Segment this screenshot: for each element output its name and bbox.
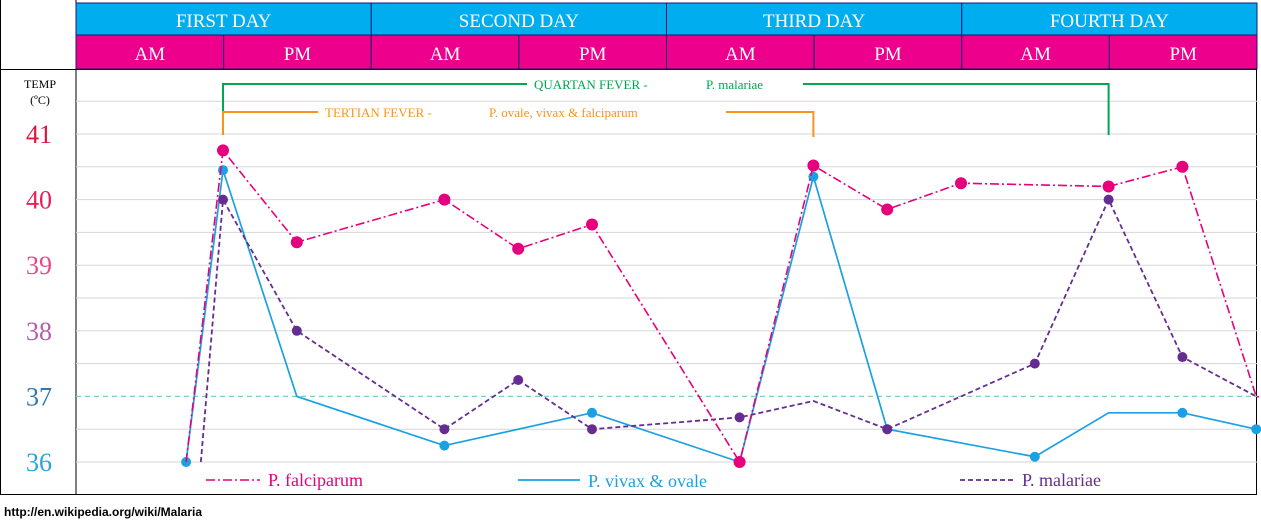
- half-day-cell: [370, 34, 520, 70]
- series-line-vivax: [185, 169, 1257, 463]
- data-point-falciparum: [1176, 160, 1189, 173]
- day-cell: [666, 2, 963, 36]
- data-point-falciparum: [955, 177, 967, 190]
- y-axis-unit: (ºC): [30, 93, 50, 107]
- half-day-cell: [1108, 34, 1258, 70]
- half-day-label: PM: [1169, 44, 1197, 65]
- data-point-falciparum: [438, 193, 451, 206]
- day-label: THIRD DAY: [763, 11, 865, 32]
- y-tick-label: 39: [26, 251, 52, 280]
- tertian-label: TERTIAN FEVER -: [325, 105, 432, 120]
- data-point-malariae: [513, 375, 524, 385]
- legend-label-malariae: P. malariae: [1022, 470, 1101, 490]
- chart-frame: [0, 0, 1257, 495]
- day-header: FIRST DAY SECOND DAY THIRD DAY FOURTH DAY AM…: [75, 2, 1258, 70]
- y-axis-label: TEMP: [24, 77, 56, 91]
- legend-label-vivax: P. vivax & ovale: [588, 471, 707, 491]
- y-tick-label: 41: [26, 120, 52, 149]
- half-day-label: AM: [135, 44, 166, 65]
- quartan-bracket-right: [803, 83, 1110, 135]
- data-point-malariae: [291, 325, 302, 336]
- day-cell: [961, 2, 1258, 36]
- half-day-label: AM: [430, 44, 461, 65]
- half-day-label: PM: [579, 44, 607, 65]
- y-tick-label: 36: [26, 448, 52, 477]
- day-label: SECOND DAY: [459, 11, 579, 32]
- data-point-vivax: [439, 440, 450, 451]
- data-point-vivax: [1029, 451, 1040, 462]
- data-point-falciparum: [290, 236, 303, 249]
- data-point-falciparum: [1102, 180, 1115, 193]
- data-point-falciparum: [807, 159, 820, 172]
- half-day-cell: [961, 34, 1110, 70]
- source-link[interactable]: http://en.wikipedia.org/wiki/Malaria: [4, 505, 202, 519]
- data-point-malariae: [439, 424, 450, 435]
- data-point-vivax: [1177, 407, 1188, 418]
- y-tick-label: 37: [26, 382, 52, 411]
- day-cell: [75, 2, 372, 36]
- data-point-malariae: [1029, 358, 1040, 369]
- y-axis: TEMP (ºC) 41 40 39 38 37 36: [24, 77, 56, 477]
- data-point-vivax: [587, 407, 597, 418]
- legend-label-falciparum: P. falciparum: [268, 470, 363, 490]
- data-point-malariae: [1177, 352, 1188, 363]
- data-point-malariae: [587, 424, 597, 435]
- data-point-vivax: [1251, 424, 1261, 435]
- grid-lines: [76, 100, 1257, 463]
- fever-brackets: QUARTAN FEVER - P. malariae TERTIAN FEVE…: [222, 77, 1110, 137]
- tertian-bracket-left: [222, 111, 318, 135]
- data-point-falciparum: [733, 456, 746, 468]
- half-day-cell: [518, 34, 667, 70]
- data-point-malariae: [1103, 194, 1114, 205]
- series-lines: [181, 144, 1261, 468]
- quartan-species: P. malariae: [706, 77, 763, 92]
- y-tick-label: 38: [26, 317, 52, 346]
- half-day-cell: [223, 34, 372, 70]
- data-point-falciparum: [217, 144, 229, 157]
- data-point-falciparum: [881, 203, 894, 216]
- data-point-malariae: [734, 412, 745, 423]
- data-point-falciparum: [586, 218, 598, 231]
- half-day-label: PM: [874, 44, 902, 65]
- tertian-species: P. ovale, vivax & falciparum: [489, 105, 638, 120]
- y-tick-label: 40: [26, 186, 52, 215]
- half-day-label: PM: [284, 44, 312, 65]
- half-day-label: AM: [1020, 44, 1051, 65]
- day-label: FOURTH DAY: [1050, 11, 1169, 32]
- data-point-malariae: [218, 194, 228, 205]
- quartan-label: QUARTAN FEVER -: [534, 77, 648, 92]
- data-point-malariae: [882, 424, 893, 435]
- day-label: FIRST DAY: [176, 11, 272, 32]
- half-day-label: AM: [725, 44, 756, 65]
- tertian-bracket-right: [726, 111, 815, 137]
- half-day-cell: [666, 34, 815, 70]
- legend: P. falciparum P. vivax & ovale P. malari…: [206, 470, 1101, 491]
- half-day-cell: [75, 34, 225, 70]
- data-point-falciparum: [512, 242, 525, 255]
- series-line-falciparum: [185, 149, 1261, 463]
